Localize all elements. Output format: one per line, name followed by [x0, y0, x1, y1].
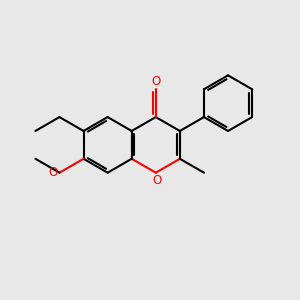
Text: O: O	[151, 74, 160, 88]
Text: O: O	[49, 166, 58, 179]
Text: O: O	[152, 174, 161, 187]
